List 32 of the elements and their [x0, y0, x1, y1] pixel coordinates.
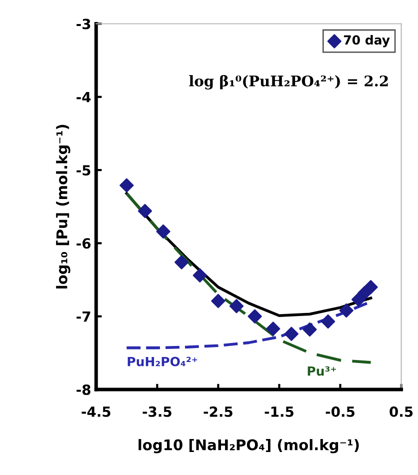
x-tick-label: -4.5 — [82, 406, 110, 417]
y-axis-title: log₁₀ [Pu] (mol.kg⁻¹) — [56, 124, 70, 288]
x-tick-label: 0.5 — [390, 406, 413, 417]
point — [174, 255, 189, 270]
x-tick-label: -0.5 — [326, 406, 354, 417]
point — [248, 309, 262, 324]
point — [120, 178, 134, 192]
point — [284, 326, 298, 341]
point — [229, 299, 244, 314]
point — [266, 322, 280, 336]
x-tick-label: -3.5 — [142, 406, 172, 417]
point — [211, 294, 226, 308]
series-label: Pu³⁺ — [308, 366, 336, 376]
y-tick-label: -3 — [76, 18, 90, 30]
y-tick-label: -4 — [76, 92, 91, 102]
legend-label: 70 day — [344, 35, 390, 48]
y-tick-label: -5 — [76, 165, 90, 176]
x-tick-label: -1.5 — [264, 406, 294, 417]
point — [156, 224, 170, 239]
y-tick-label: -8 — [76, 384, 90, 395]
point — [192, 268, 207, 282]
point — [339, 303, 354, 318]
point — [138, 204, 152, 218]
point — [320, 314, 336, 329]
y-tick-label: -6 — [76, 238, 91, 249]
point — [302, 322, 317, 337]
x-axis-title: log10 [NaH₂PO₄] (mol.kg⁻¹) — [138, 439, 359, 454]
y-tick-label: -7 — [76, 312, 90, 322]
annotation: log β₁⁰(PuH₂PO₄²⁺) = 2.2 — [189, 75, 388, 90]
series-label: PuH₂PO₄²⁺ — [128, 356, 198, 366]
point — [364, 280, 378, 294]
x-tick-label: -2.5 — [204, 406, 232, 417]
